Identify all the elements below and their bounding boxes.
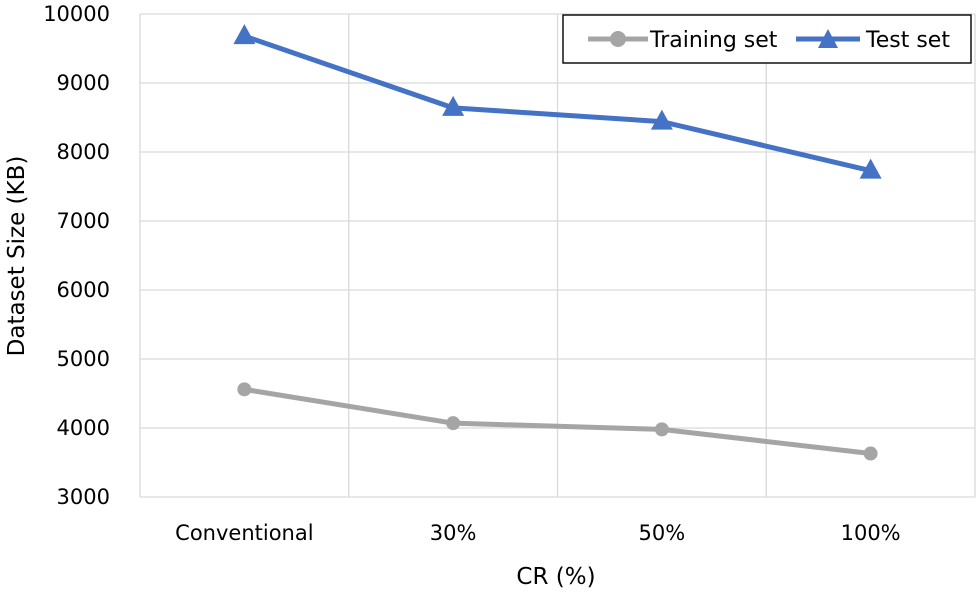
- grid-lines: [139, 13, 976, 498]
- x-tick-label: 50%: [639, 521, 686, 545]
- y-tick-label: 9000: [57, 71, 110, 95]
- data-point-test-set: [442, 95, 465, 116]
- y-tick-label: 7000: [57, 209, 110, 233]
- x-tick-label: Conventional: [175, 521, 313, 545]
- data-point-test-set: [233, 24, 256, 45]
- x-tick-labels: Conventional 30% 50% 100%: [175, 521, 900, 545]
- y-tick-label: 5000: [57, 347, 110, 371]
- legend-label-training-set: Training set: [649, 28, 778, 53]
- data-point-training-set: [237, 382, 252, 397]
- y-tick-label: 4000: [57, 416, 110, 440]
- data-point-training-set: [446, 416, 461, 431]
- y-tick-label: 3000: [57, 485, 110, 509]
- legend-label-test-set: Test set: [865, 28, 950, 53]
- y-tick-label: 10000: [43, 2, 110, 26]
- x-axis-title: CR (%): [516, 564, 595, 590]
- y-tick-label: 8000: [57, 140, 110, 164]
- series-line-training-set: [243, 386, 871, 457]
- data-point-test-set: [650, 109, 673, 130]
- legend-marker-training-set: [610, 31, 626, 47]
- legend-marker-test-set: [818, 29, 838, 48]
- x-tick-label: 100%: [841, 521, 901, 545]
- data-point-training-set: [863, 446, 878, 461]
- data-point-training-set: [654, 422, 669, 437]
- x-tick-label: 30%: [430, 521, 477, 545]
- y-tick-labels: 3000 4000 5000 6000 7000 8000 9000 10000: [43, 2, 110, 509]
- series-line-test-set: [243, 33, 872, 174]
- data-point-test-set: [859, 158, 882, 179]
- y-tick-label: 6000: [57, 278, 110, 302]
- legend: Training set Test set: [562, 14, 972, 64]
- series-layer: [233, 24, 882, 461]
- y-axis-title: Dataset Size (KB): [4, 156, 30, 357]
